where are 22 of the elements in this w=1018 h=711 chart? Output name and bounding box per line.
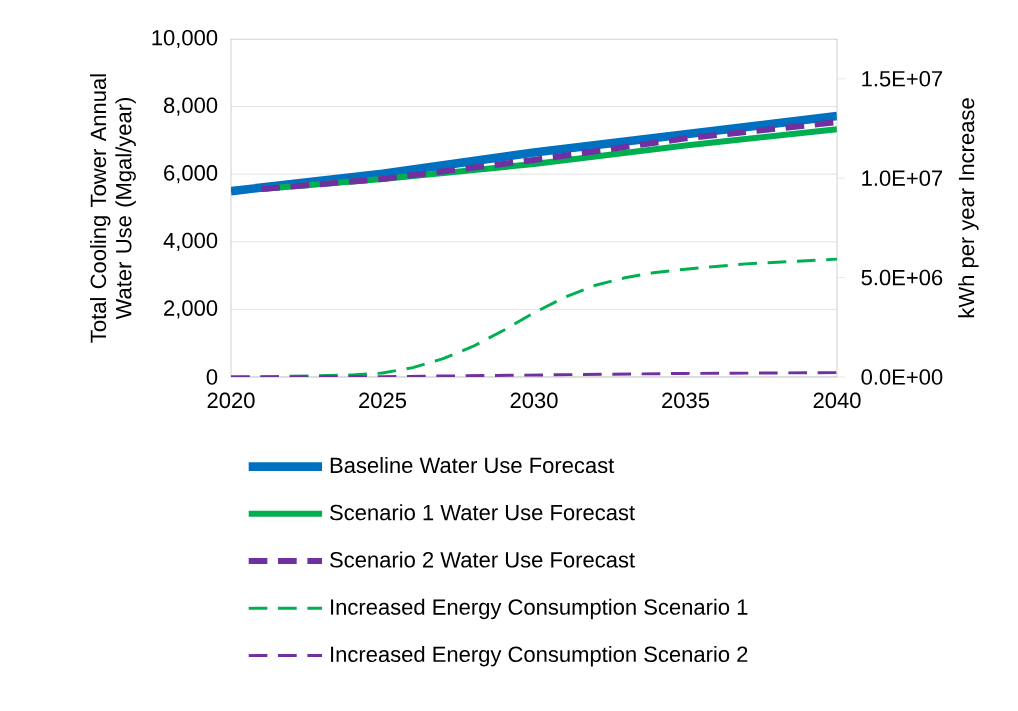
y2-tick-label: 0.0E+00 xyxy=(861,369,943,385)
y2-axis-title: kWh per year Increase xyxy=(958,98,979,318)
legend-label: Scenario 2 Water Use Forecast xyxy=(330,551,635,568)
x-tick-label: 2025 xyxy=(359,392,407,409)
y-axis-title: Total Cooling Tower Annual Water Use (Mgal/year) xyxy=(90,74,136,343)
x-tick-label: 2030 xyxy=(510,392,558,409)
y-tick-label: 2,000 xyxy=(164,300,218,319)
x-tick-label: 2020 xyxy=(207,392,255,409)
y-tick-label: 6,000 xyxy=(164,165,218,184)
y2-tick-label: 1.0E+07 xyxy=(862,170,943,186)
y-tick-label: 8,000 xyxy=(163,97,218,116)
y-tick-label: 4,000 xyxy=(163,232,218,251)
legend-label: Increased Energy Consumption Scenario 2 xyxy=(331,645,748,667)
y2-tick-label: 1.5E+07 xyxy=(862,70,943,87)
y-tick-label: 10,000 xyxy=(152,29,218,49)
x-tick-label: 2035 xyxy=(662,392,710,409)
x-tick-label: 2040 xyxy=(813,392,861,409)
legend-label: Baseline Water Use Forecast xyxy=(330,456,615,474)
y-tick-label: 0 xyxy=(206,369,218,385)
legend-label: Scenario 1 Water Use Forecast xyxy=(330,504,635,521)
y2-tick-label: 5.0E+06 xyxy=(861,269,943,286)
legend-label: Increased Energy Consumption Scenario 1 xyxy=(331,598,748,620)
